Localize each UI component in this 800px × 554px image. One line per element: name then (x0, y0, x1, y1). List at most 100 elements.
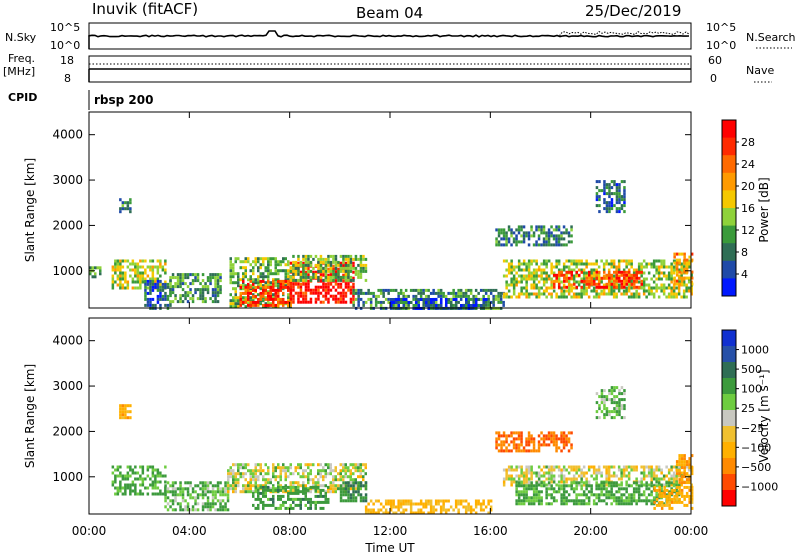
heatmap-cell (610, 410, 614, 414)
colorbar-tick-label: 20 (741, 180, 755, 193)
heatmap-cell (159, 492, 162, 496)
heatmap-cell (613, 192, 616, 196)
heatmap-cell (161, 282, 165, 286)
heatmap-cell (337, 291, 340, 295)
heatmap-cell (277, 463, 280, 467)
heatmap-cell (655, 503, 659, 507)
heatmap-cell (640, 262, 643, 266)
heatmap-cell (189, 297, 192, 301)
heatmap-cell (642, 265, 646, 269)
heatmap-cell (660, 506, 664, 510)
heatmap-cell (292, 481, 295, 485)
heatmap-cell (582, 274, 586, 278)
heatmap-cell (272, 500, 275, 504)
heatmap-cell (121, 274, 125, 278)
heatmap-cell (658, 488, 661, 492)
heatmap-cell (169, 303, 172, 307)
heatmap-cell (164, 499, 167, 503)
heatmap-cell (608, 189, 611, 193)
heatmap-cell (665, 500, 669, 504)
heatmap-cell (309, 497, 312, 501)
heatmap-cell (610, 490, 613, 494)
heatmap-cell (124, 486, 127, 490)
heatmap-cell (297, 261, 300, 265)
heatmap-cell (337, 487, 340, 491)
heatmap-cell (678, 485, 681, 489)
heatmap-cell (515, 234, 518, 238)
heatmap-cell (402, 301, 405, 304)
heatmap-cell (347, 484, 350, 488)
heatmap-cell (181, 490, 185, 494)
heatmap-cell (427, 294, 430, 298)
heatmap-cell (269, 257, 272, 261)
heatmap-cell (580, 285, 583, 289)
heatmap-cell (522, 292, 526, 296)
heatmap-cell (672, 286, 676, 290)
heatmap-cell (592, 499, 596, 503)
heatmap-cell (302, 469, 305, 473)
heatmap-cell (364, 505, 368, 509)
heatmap-cell (537, 440, 541, 444)
heatmap-cell (352, 297, 355, 301)
heatmap-cell (216, 285, 220, 289)
heatmap-cell (364, 508, 368, 512)
heatmap-cell (647, 271, 651, 275)
heatmap-cell (344, 278, 348, 282)
heatmap-cell (299, 278, 303, 282)
heatmap-cell (332, 254, 335, 258)
heatmap-cell (309, 291, 313, 295)
heatmap-cell (289, 491, 292, 495)
heatmap-cell (114, 259, 117, 263)
heatmap-cell (164, 303, 167, 307)
heatmap-cell (542, 280, 546, 284)
heatmap-cell (156, 265, 160, 269)
heatmap-cell (377, 288, 380, 292)
heatmap-cell (673, 261, 676, 265)
heatmap-cell (191, 300, 195, 304)
heatmap-cell (352, 257, 355, 261)
heatmap-cell (164, 484, 167, 488)
heatmap-cell (532, 243, 536, 247)
heatmap-cell (525, 468, 528, 472)
heatmap-cell (322, 285, 325, 289)
heatmap-cell (615, 474, 618, 478)
heatmap-cell (597, 496, 601, 500)
heatmap-cell (685, 286, 688, 290)
heatmap-cell (580, 477, 583, 481)
heatmap-cell (329, 260, 333, 264)
heatmap-cell (550, 477, 553, 481)
heatmap-cell (690, 270, 694, 274)
heatmap-cell (637, 493, 641, 497)
heatmap-cell (151, 277, 155, 281)
heatmap-cell (227, 478, 230, 482)
heatmap-cell (149, 303, 152, 307)
heatmap-cell (610, 292, 613, 296)
heatmap-cell (650, 292, 653, 296)
heatmap-cell (229, 466, 232, 470)
heatmap-cell (535, 277, 538, 281)
heatmap-cell (257, 284, 260, 288)
heatmap-cell (642, 292, 646, 296)
heatmap-cell (114, 468, 117, 472)
heatmap-cell (555, 237, 558, 241)
heatmap-cell (237, 305, 240, 309)
heatmap-cell (632, 481, 636, 485)
heatmap-cell (154, 280, 157, 284)
heatmap-cell (174, 297, 177, 301)
heatmap-cell (126, 286, 130, 290)
heatmap-cell (124, 274, 127, 278)
heatmap-cell (347, 496, 350, 500)
heatmap-cell (359, 496, 363, 500)
heatmap-cell (570, 289, 573, 293)
heatmap-cell (590, 465, 593, 469)
heatmap-cell (690, 289, 693, 293)
heatmap-cell (672, 268, 676, 272)
heatmap-cell (550, 437, 553, 441)
heatmap-cell (457, 511, 460, 515)
heatmap-cell (425, 298, 428, 301)
heatmap-cell (608, 204, 611, 208)
heatmap-cell (189, 484, 192, 488)
heatmap-cell (191, 282, 195, 286)
heatmap-cell (216, 484, 220, 488)
heatmap-cell (247, 297, 250, 301)
